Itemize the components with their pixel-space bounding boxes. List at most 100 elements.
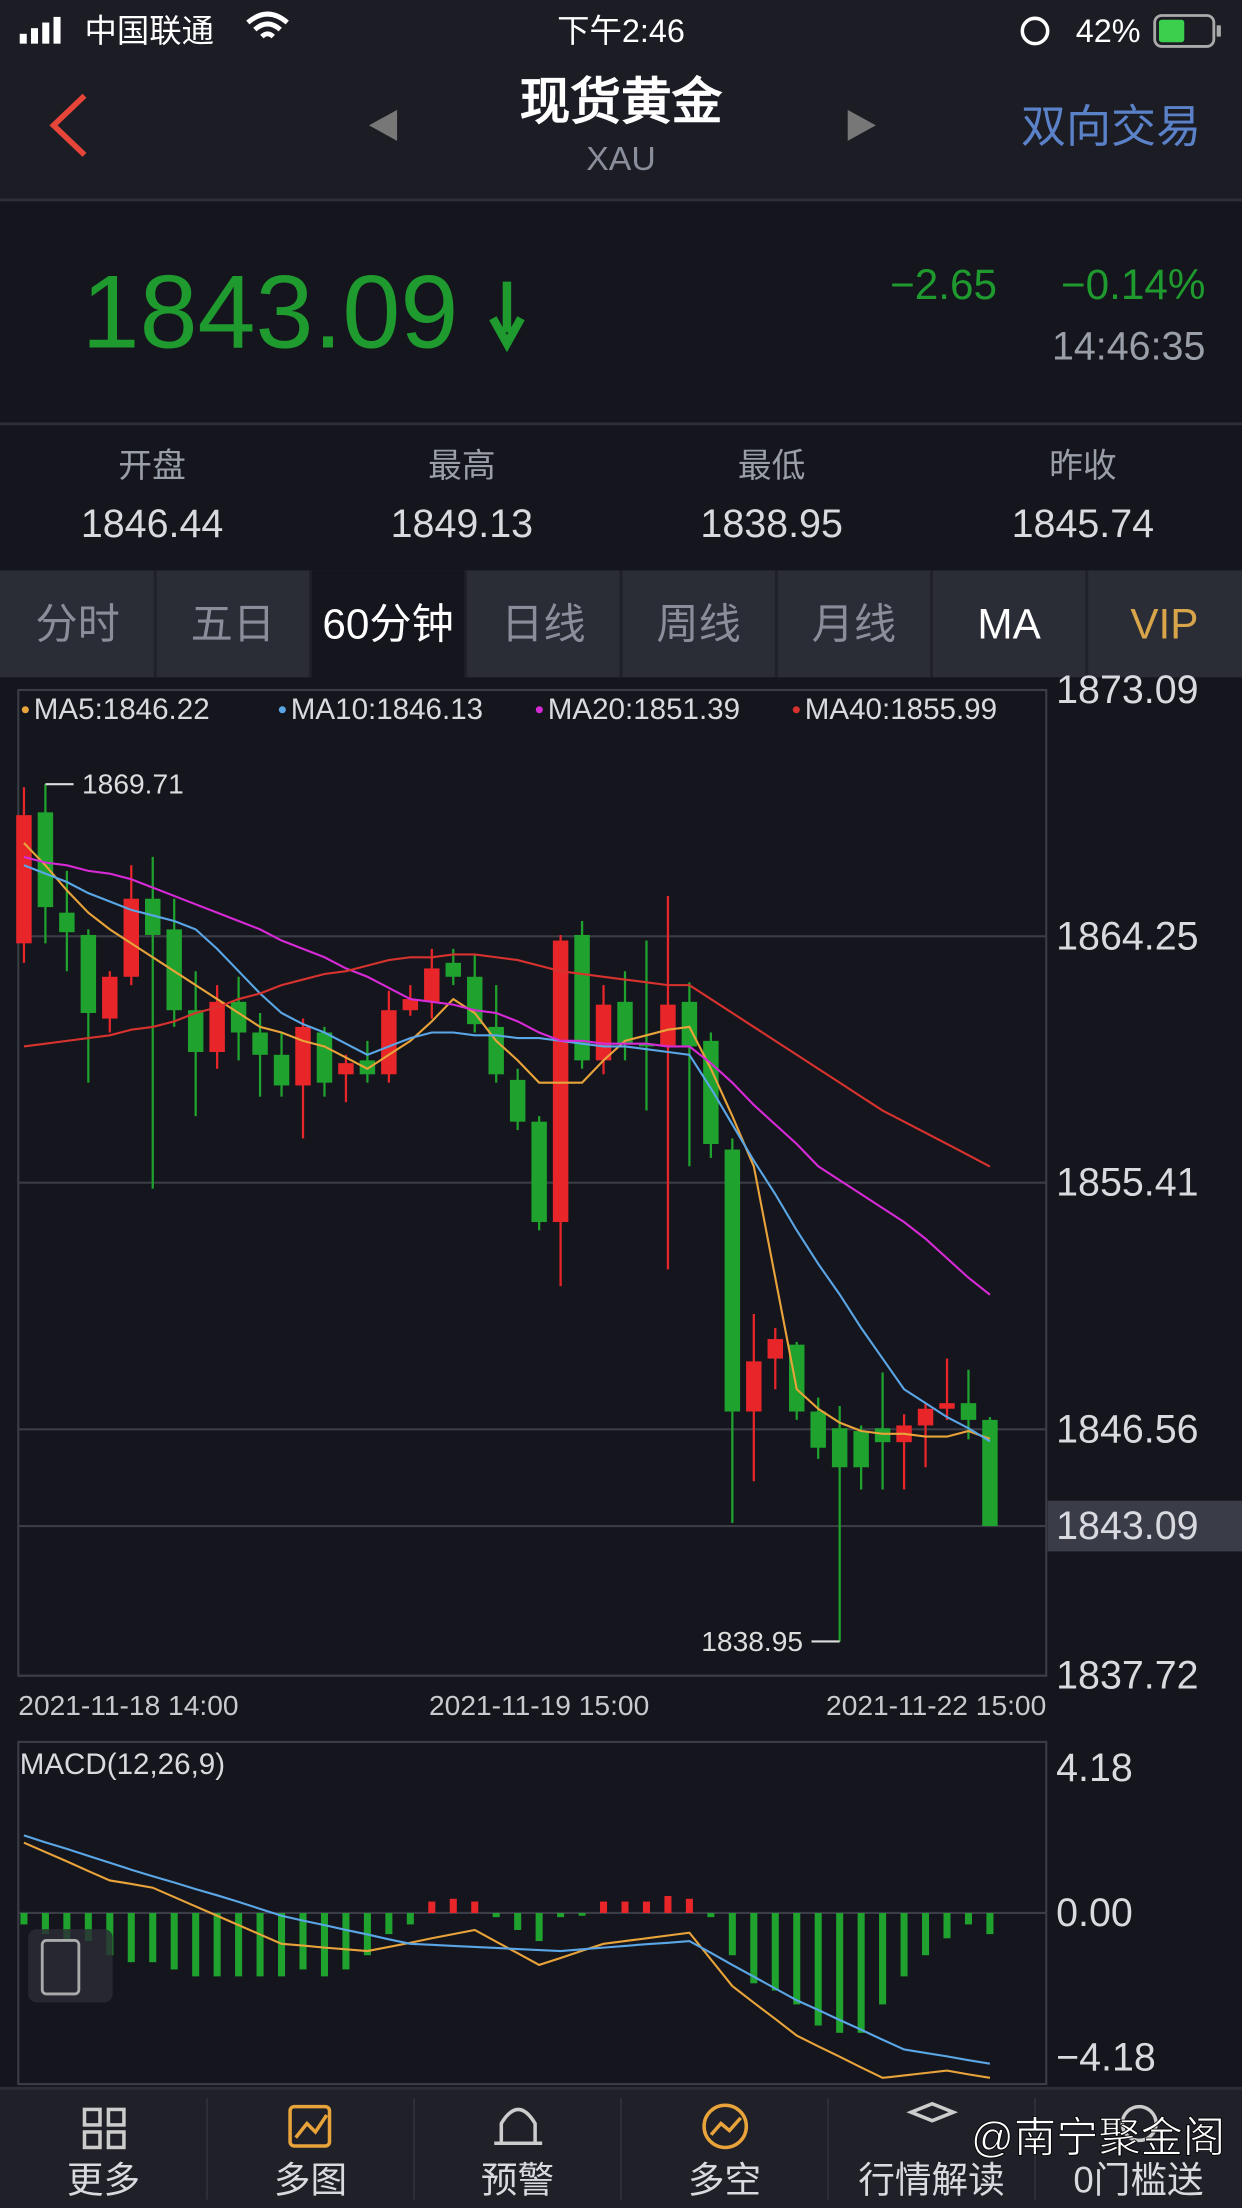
macd-bar — [964, 1912, 972, 1925]
stat-label: 昨收 — [1049, 447, 1117, 485]
tab[interactable]: 周线 — [656, 600, 740, 647]
clock: 下午2:46 — [557, 13, 685, 49]
macd-bar — [900, 1912, 908, 1977]
nav-item[interactable]: 0门槛送 — [1073, 2159, 1203, 2200]
macd-bar — [235, 1912, 243, 1977]
ma-line — [23, 855, 991, 1296]
candle-body — [273, 1054, 290, 1086]
candle-body — [853, 1431, 869, 1468]
nav-item[interactable]: 行情解读 — [858, 2159, 1004, 2200]
candle-body — [166, 929, 182, 1011]
macd-bar — [728, 1912, 736, 1956]
y-tick-label: 1855.41 — [1056, 1161, 1198, 1205]
macd-bar — [213, 1912, 221, 1977]
tab[interactable]: MA — [977, 600, 1041, 647]
tab-selected-bg — [310, 570, 466, 678]
candle-body — [252, 1032, 268, 1055]
macd-bar — [879, 1912, 887, 2005]
stat-label: 最低 — [738, 447, 806, 485]
candle-body — [102, 976, 118, 1019]
lock-icon — [1020, 16, 1050, 46]
candle-body — [831, 1428, 848, 1468]
candle-body — [381, 1010, 397, 1075]
candle-body — [917, 1408, 934, 1426]
y-tick-label: 4.18 — [1056, 1746, 1133, 1790]
macd-bar — [492, 1912, 500, 1918]
tab[interactable]: 五日 — [191, 600, 275, 647]
float-button[interactable] — [28, 1929, 113, 2003]
legend-label: MA20:1851.39 — [548, 693, 740, 726]
macd-bar — [922, 1912, 930, 1956]
bottom-nav: 更多 多图 预警 多空 行情解读 0门槛送 — [67, 2098, 1204, 2200]
macd-bar — [771, 1912, 779, 1991]
macd-bar — [449, 1898, 457, 1913]
watermark: @南宁聚金阁 — [971, 2114, 1225, 2161]
quote-time: 14:46:35 — [1052, 324, 1205, 368]
nav-item[interactable]: 预警 — [481, 2159, 554, 2200]
min-label: 1838.95 — [701, 1626, 803, 1657]
macd-bar — [707, 1912, 715, 1918]
macd-bar — [471, 1901, 479, 1913]
price-change-pct: −0.14% — [1061, 261, 1205, 308]
trade-button[interactable]: 双向交易 — [1021, 101, 1201, 152]
macd-bar — [578, 1912, 586, 1916]
macd-bar — [814, 1912, 822, 2026]
x-tick-label: 2021-11-22 15:00 — [826, 1690, 1046, 1721]
nav-item[interactable]: 多空 — [688, 2159, 761, 2200]
tab-bar: 分时 五日 60分钟 日线 周线 月线 MA VIP — [0, 570, 1242, 678]
legend-dot — [278, 706, 286, 714]
macd-bar — [836, 1912, 844, 2033]
macd-line — [23, 1834, 991, 2065]
tab[interactable]: 日线 — [501, 600, 585, 647]
candle-body — [724, 1149, 741, 1412]
nav-item[interactable]: 更多 — [67, 2159, 140, 2200]
legend-dot — [792, 706, 800, 714]
back-button[interactable] — [49, 93, 87, 157]
macd-bar — [127, 1912, 135, 1963]
candle-body — [359, 1060, 376, 1075]
last-price-tag — [1047, 1500, 1242, 1552]
candle-body — [939, 1403, 955, 1409]
x-tick-label: 2021-11-19 15:00 — [429, 1690, 649, 1721]
macd-bar — [170, 1912, 178, 1970]
macd-bar — [664, 1896, 672, 1913]
macd-bar — [149, 1912, 157, 1963]
candle-body — [467, 976, 483, 1025]
macd-bar — [986, 1912, 994, 1935]
macd-bar — [428, 1901, 436, 1913]
macd-bar — [299, 1912, 307, 1970]
candle-body — [617, 1001, 633, 1044]
macd-bar — [20, 1912, 28, 1925]
candle-body — [531, 1121, 547, 1223]
candle-body — [595, 1004, 612, 1061]
macd-bar — [192, 1912, 200, 1977]
legend-dot — [535, 706, 543, 714]
candle-body — [80, 934, 97, 1013]
candle-body — [445, 962, 462, 977]
y-tick-label: 1846.56 — [1056, 1407, 1198, 1451]
macd-bar — [685, 1898, 693, 1913]
tab[interactable]: 月线 — [812, 600, 896, 647]
candle-body — [982, 1419, 998, 1527]
tab[interactable]: 分时 — [35, 600, 119, 647]
candle-body — [37, 812, 54, 908]
candle-body — [509, 1079, 526, 1122]
candle-body — [16, 815, 32, 944]
tab[interactable]: VIP — [1130, 600, 1198, 647]
candle-body — [123, 898, 140, 977]
candle-body — [402, 999, 419, 1011]
candle-body — [295, 1026, 311, 1086]
macd-bar — [857, 1912, 865, 2033]
nav-item[interactable]: 多图 — [274, 2159, 347, 2200]
y-tick-label: 0.00 — [1056, 1891, 1133, 1935]
prev-button[interactable] — [368, 109, 398, 141]
stat-value: 1845.74 — [1012, 502, 1154, 546]
symbol: XAU — [586, 140, 655, 178]
wifi-icon — [246, 11, 289, 39]
tab[interactable]: 60分钟 — [322, 600, 453, 647]
price-change: −2.65 — [890, 261, 997, 308]
stat-label: 最高 — [428, 447, 496, 485]
header-bg — [0, 0, 1242, 200]
next-button[interactable] — [847, 109, 876, 141]
